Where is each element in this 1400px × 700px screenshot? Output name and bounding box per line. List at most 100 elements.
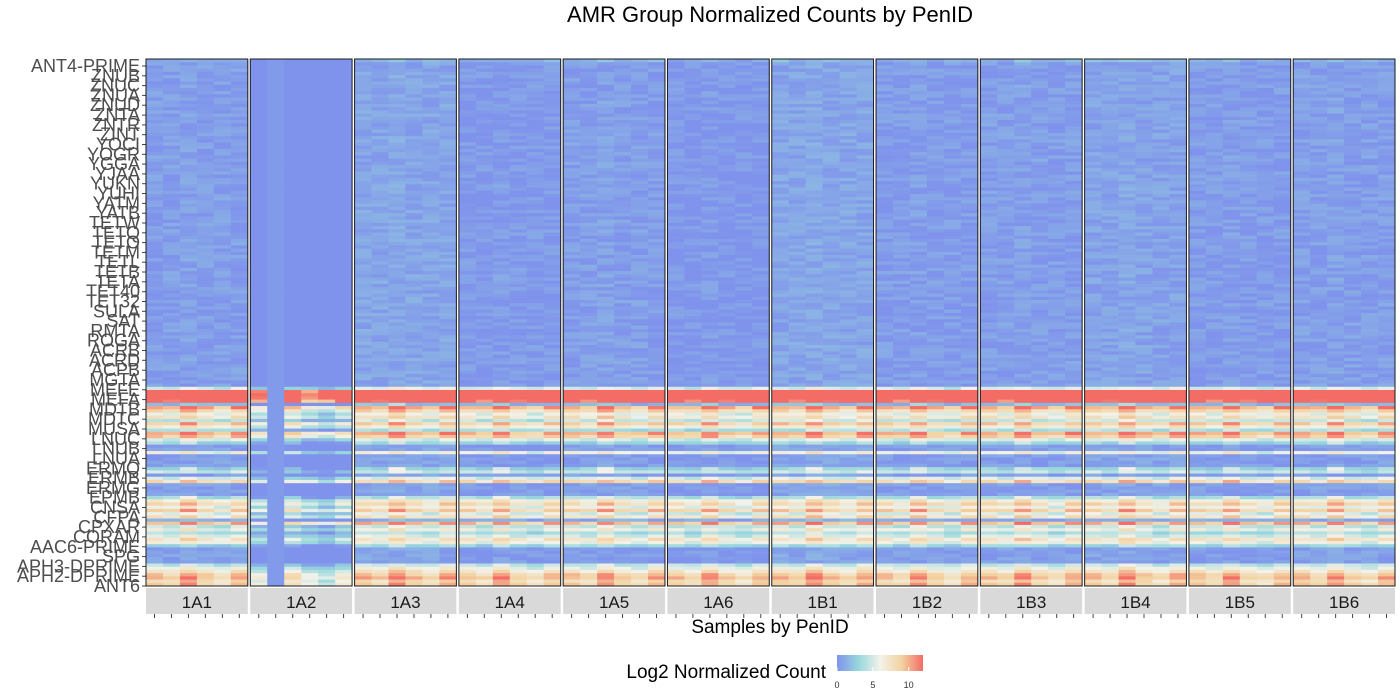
heatmap-cell (301, 553, 319, 558)
heatmap-cell (405, 226, 423, 230)
heatmap-cell (388, 68, 406, 73)
heatmap-cell (371, 312, 389, 317)
heatmap-cell (647, 65, 666, 70)
heatmap-cell (146, 142, 164, 147)
heatmap-cell (230, 431, 249, 436)
heatmap-cell (647, 113, 666, 118)
heatmap-cell (250, 483, 268, 487)
heatmap-cell (631, 473, 649, 478)
heatmap-cell (492, 338, 511, 343)
heatmap-cell (388, 226, 406, 230)
heatmap-cell (422, 251, 440, 256)
heatmap-cell (162, 341, 181, 346)
heatmap-cell (162, 576, 181, 580)
heatmap-cell (267, 476, 285, 481)
heatmap-cell (422, 287, 440, 291)
heatmap-cell (422, 245, 440, 249)
heatmap-cell (284, 59, 302, 63)
heatmap-cell (614, 428, 632, 433)
heatmap-cell (422, 322, 440, 327)
heatmap-cell (267, 168, 285, 172)
heatmap-cell (230, 386, 249, 391)
heatmap-cell (614, 434, 632, 439)
heatmap-cell (354, 300, 372, 304)
heatmap-cell (492, 428, 511, 433)
heatmap-cell (196, 62, 215, 66)
heatmap-cell (458, 193, 477, 198)
heatmap-cell (563, 296, 581, 301)
heatmap-cell (439, 441, 457, 446)
heatmap-cell (631, 232, 649, 237)
heatmap-cell (354, 479, 372, 484)
heatmap-cell (475, 547, 494, 552)
heatmap-cell (318, 483, 336, 487)
heatmap-cell (196, 319, 215, 323)
heatmap-cell (213, 576, 232, 580)
heatmap-cell (388, 219, 406, 224)
heatmap-cell (492, 396, 511, 401)
heatmap-cell (405, 68, 423, 73)
heatmap-cell (146, 177, 164, 182)
heatmap-cell (388, 312, 406, 317)
heatmap-cell (250, 573, 268, 577)
heatmap-cell (388, 91, 406, 95)
heatmap-cell (526, 361, 545, 365)
heatmap-cell (318, 579, 336, 584)
heatmap-cell (354, 489, 372, 494)
heatmap-cell (301, 560, 319, 564)
heatmap-cell (597, 502, 615, 507)
heatmap-cell (196, 502, 215, 507)
heatmap-cell (371, 136, 389, 140)
heatmap-cell (196, 512, 215, 516)
heatmap-cell (196, 242, 215, 246)
heatmap-cell (250, 62, 268, 66)
heatmap-cell (458, 389, 477, 394)
heatmap-cell (284, 168, 302, 172)
heatmap-cell (647, 409, 666, 413)
heatmap-cell (318, 274, 336, 278)
heatmap-cell (196, 524, 215, 529)
heatmap-cell (301, 389, 319, 394)
heatmap-cell (563, 197, 581, 201)
heatmap-cell (439, 524, 457, 529)
heatmap-cell (526, 161, 545, 166)
heatmap-cell (475, 441, 494, 446)
heatmap-cell (475, 306, 494, 311)
heatmap-cell (597, 303, 615, 307)
heatmap-cell (405, 152, 423, 156)
heatmap-cell (526, 226, 545, 230)
heatmap-cell (318, 322, 336, 327)
heatmap-cell (213, 386, 232, 391)
heatmap-cell (388, 136, 406, 140)
heatmap-cell (318, 496, 336, 500)
heatmap-cell (371, 521, 389, 526)
heatmap-cell (492, 222, 511, 227)
heatmap-cell (647, 505, 666, 510)
heatmap-cell (597, 492, 615, 497)
heatmap-cell (388, 81, 406, 86)
heatmap-cell (318, 521, 336, 526)
heatmap-cell (371, 537, 389, 542)
heatmap-cell (647, 68, 666, 73)
heatmap-cell (388, 573, 406, 577)
heatmap-cell (543, 155, 562, 160)
heatmap-cell (614, 499, 632, 503)
heatmap-cell (422, 94, 440, 98)
heatmap-cell (162, 296, 181, 301)
heatmap-cell (509, 383, 528, 388)
heatmap-cell (509, 373, 528, 378)
heatmap-cell (526, 338, 545, 343)
heatmap-cell (631, 296, 649, 301)
heatmap-cell (267, 380, 285, 384)
heatmap-cell (509, 393, 528, 397)
heatmap-cell (354, 303, 372, 307)
heatmap-cell (631, 216, 649, 221)
heatmap-cell (301, 161, 319, 166)
heatmap-cell (647, 200, 666, 204)
heatmap-cell (563, 258, 581, 262)
heatmap-cell (563, 357, 581, 362)
heatmap-cell (230, 351, 249, 356)
heatmap-cell (647, 306, 666, 311)
heatmap-cell (250, 418, 268, 423)
heatmap-cell (250, 300, 268, 304)
